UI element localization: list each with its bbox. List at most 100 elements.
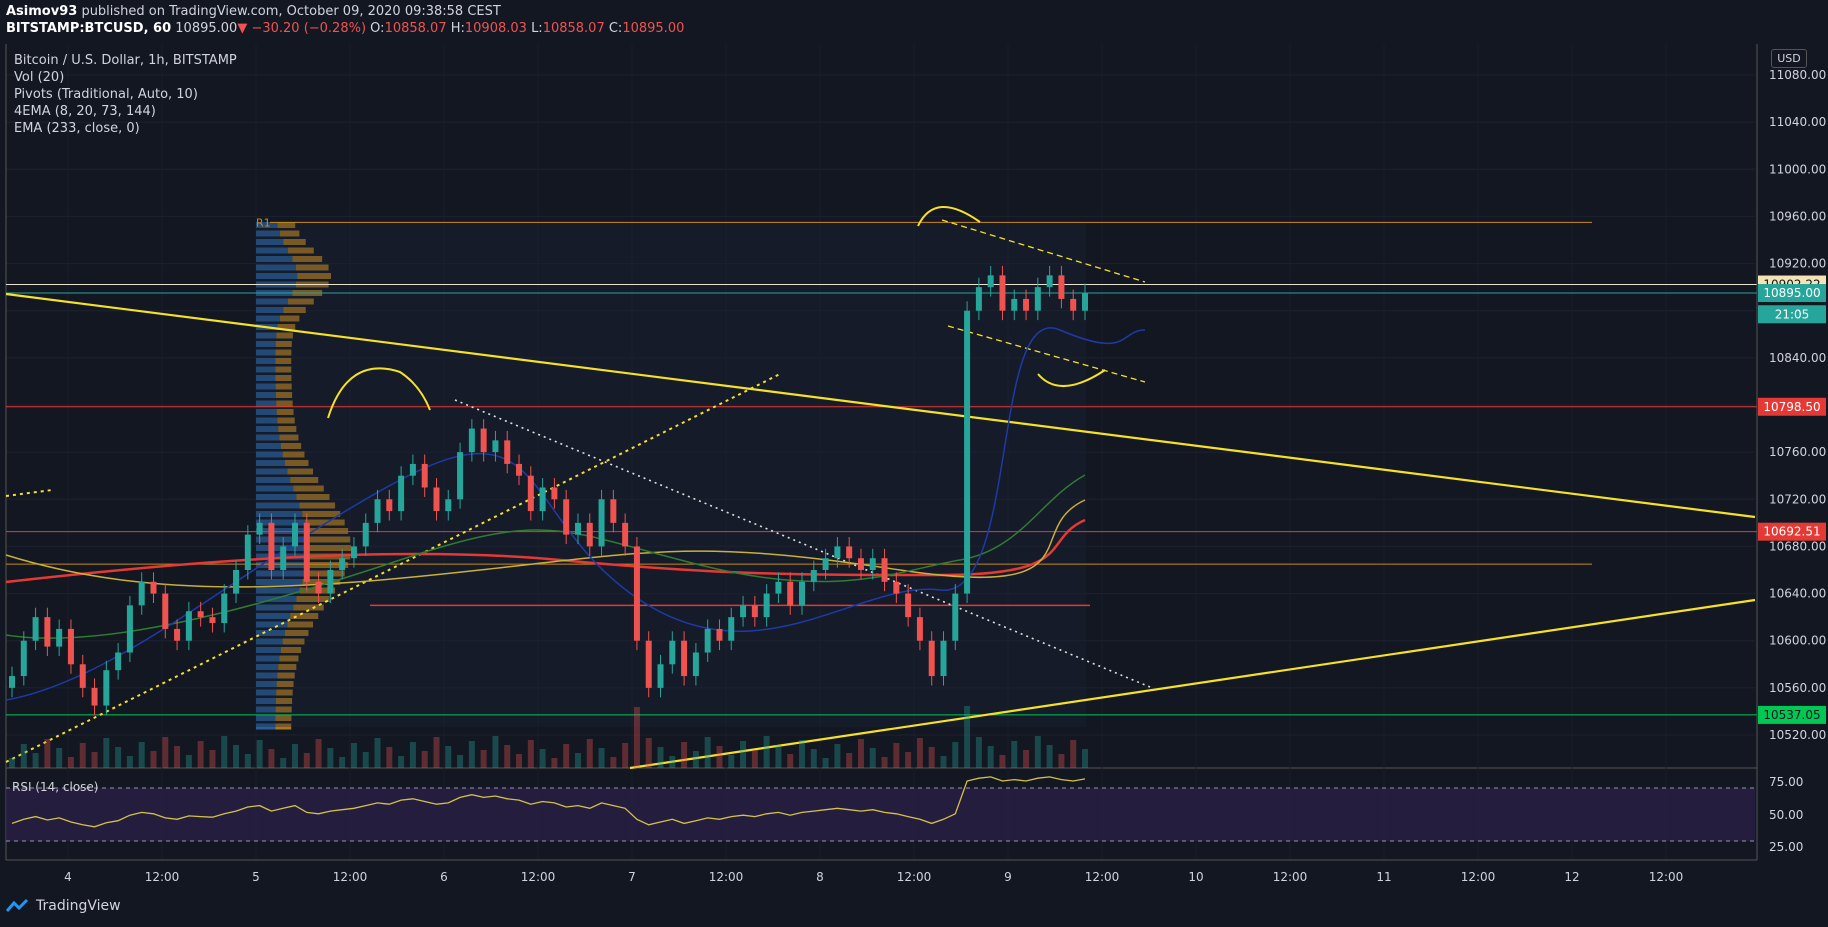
candle	[1082, 293, 1088, 311]
volume-bar	[822, 758, 829, 768]
legend-pivots[interactable]: Pivots (Traditional, Auto, 10)	[14, 87, 198, 102]
volume-profile-bar	[283, 239, 306, 245]
candle	[822, 558, 829, 570]
volume-bar	[692, 751, 699, 768]
volume-profile-bar	[256, 664, 279, 670]
volume-bar	[91, 752, 98, 768]
volume-profile-bar	[256, 400, 277, 407]
volume-profile-bar	[256, 460, 285, 466]
volume-bar	[799, 740, 806, 768]
volume-profile-bar	[256, 689, 277, 696]
volume-profile-bar	[256, 409, 277, 415]
volume-bar	[315, 739, 322, 768]
x-tick-label: 10	[1188, 870, 1203, 884]
volume-profile-bar	[256, 647, 281, 653]
author-name[interactable]: Asimov93	[6, 4, 78, 19]
volume-profile-bar	[279, 655, 299, 662]
candle	[339, 558, 346, 570]
volume-bar	[1046, 745, 1053, 768]
y-tick-label: 10560.00	[1769, 681, 1826, 695]
candle	[692, 652, 699, 677]
candle	[728, 617, 735, 641]
volume-bar	[704, 737, 711, 768]
currency-badge[interactable]: USD	[1771, 49, 1807, 68]
price-label	[1758, 522, 1826, 541]
candle	[1046, 275, 1053, 288]
volume-bar	[374, 738, 381, 768]
volume-profile-bar	[287, 468, 314, 475]
volume-profile-bar	[276, 409, 294, 415]
candle	[516, 463, 523, 476]
candle	[209, 617, 216, 624]
volume-bar	[20, 744, 27, 768]
footer-brand: TradingView	[36, 898, 121, 914]
price-label	[1758, 397, 1826, 416]
candle	[987, 275, 994, 288]
legend-title[interactable]: Bitcoin / U.S. Dollar, 1h, BITSTAMP	[14, 53, 237, 68]
volume-profile-bar	[297, 273, 332, 279]
candle	[32, 617, 39, 641]
volume-profile-bar	[275, 392, 293, 398]
candle	[940, 640, 947, 677]
volume-profile-bar	[293, 485, 324, 492]
legend-4ema[interactable]: 4EMA (8, 20, 73, 144)	[14, 104, 156, 119]
candle	[574, 522, 581, 535]
candle	[67, 628, 74, 665]
tradingview-footer[interactable]: TradingView	[6, 898, 121, 914]
candle	[79, 664, 86, 688]
price-label-text: 21:05	[1775, 307, 1810, 321]
price-label-text: 10692.51	[1763, 525, 1820, 539]
y-tick-label: 10640.00	[1769, 587, 1826, 601]
price-label	[1758, 305, 1826, 324]
volume-bar	[1034, 736, 1041, 768]
candle	[44, 617, 51, 647]
volume-bar	[999, 755, 1006, 768]
candle	[704, 628, 711, 653]
x-tick-label: 7	[628, 870, 636, 884]
volume-profile-bar	[277, 417, 295, 424]
candle	[681, 640, 688, 677]
candle	[256, 522, 263, 535]
y-tick-label: 10920.00	[1769, 257, 1826, 271]
candle	[185, 611, 192, 641]
candle	[398, 475, 405, 512]
rsi-label: RSI (14, close)	[12, 780, 98, 794]
volume-profile-bar	[290, 613, 319, 619]
volume-bar	[126, 756, 133, 768]
candle	[539, 487, 546, 512]
volume-profile-bar	[290, 477, 319, 483]
candle	[150, 581, 157, 594]
volume-profile-bar	[275, 723, 292, 730]
volume-profile-bar	[256, 298, 288, 305]
volume-profile-bar	[256, 375, 276, 381]
legend-ema[interactable]: EMA (233, close, 0)	[14, 121, 140, 136]
candle	[409, 463, 416, 476]
price-chart[interactable]: R1 10520.00 10560.00 10600.00 10640.00 10680…	[0, 44, 1828, 927]
volume-profile-bar	[306, 562, 349, 568]
y-tick-label: 10520.00	[1769, 728, 1826, 742]
candle	[268, 522, 275, 570]
rsi-tick-label: 75.00	[1769, 775, 1803, 789]
candle	[1034, 287, 1041, 311]
candle	[468, 428, 475, 453]
volume-bar	[327, 748, 334, 768]
x-tick-label: 8	[816, 870, 824, 884]
volume-bar	[574, 753, 581, 768]
chart-legend: Bitcoin / U.S. Dollar, 1h, BITSTAMP Vol …	[14, 52, 237, 137]
y-tick-label: 11000.00	[1769, 162, 1826, 176]
volume-bar	[516, 754, 523, 768]
candle	[857, 558, 864, 570]
candle	[315, 581, 322, 594]
volume-profile-bar	[279, 230, 300, 237]
volume-profile-bar	[256, 349, 276, 356]
volume-bar	[810, 749, 817, 768]
volume-bar	[987, 746, 994, 768]
pivot-r1-label: R1	[256, 216, 271, 229]
volume-profile-bar	[256, 383, 276, 390]
volume-bar	[480, 750, 487, 768]
legend-vol[interactable]: Vol (20)	[14, 70, 65, 85]
low-value: 10858.07	[542, 21, 605, 36]
channel-top	[941, 219, 1146, 283]
volume-bar	[1082, 749, 1088, 768]
y-tick-label: 10720.00	[1769, 492, 1826, 506]
